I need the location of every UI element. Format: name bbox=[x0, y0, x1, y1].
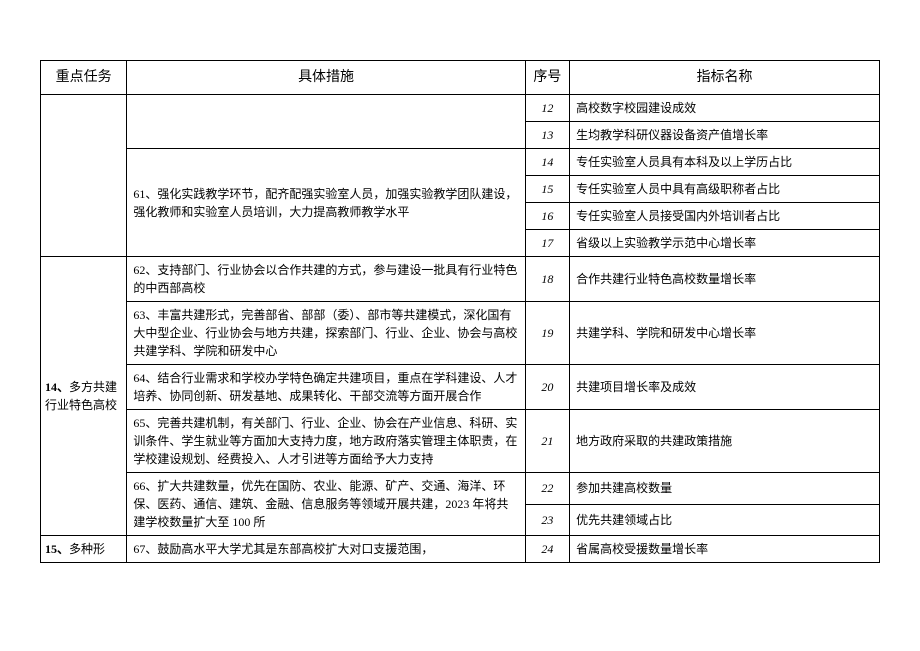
seq-cell: 19 bbox=[525, 302, 569, 365]
measure-cell: 62、支持部门、行业协会以合作共建的方式，参与建设一批具有行业特色的中西部高校 bbox=[127, 257, 525, 302]
table-row: 64、结合行业需求和学校办学特色确定共建项目，重点在学科建设、人才培养、协同创新… bbox=[41, 365, 880, 410]
indicator-cell: 共建项目增长率及成效 bbox=[570, 365, 880, 410]
indicator-cell: 专任实验室人员具有本科及以上学历占比 bbox=[570, 149, 880, 176]
header-seq: 序号 bbox=[525, 61, 569, 95]
table-header-row: 重点任务 具体措施 序号 指标名称 bbox=[41, 61, 880, 95]
seq-cell: 18 bbox=[525, 257, 569, 302]
task-cell-14: 14、多方共建行业特色高校 bbox=[41, 257, 127, 536]
indicator-cell: 共建学科、学院和研发中心增长率 bbox=[570, 302, 880, 365]
measure-cell: 66、扩大共建数量，优先在国防、农业、能源、矿产、交通、海洋、环保、医药、通信、… bbox=[127, 473, 525, 536]
table-row: 15、多种形 67、鼓励高水平大学尤其是东部高校扩大对口支援范围， 24 省属高… bbox=[41, 536, 880, 563]
seq-cell: 14 bbox=[525, 149, 569, 176]
indicator-cell: 地方政府采取的共建政策措施 bbox=[570, 410, 880, 473]
header-indicator: 指标名称 bbox=[570, 61, 880, 95]
task-label: 多种形 bbox=[69, 542, 105, 556]
seq-cell: 17 bbox=[525, 230, 569, 257]
indicator-cell: 高校数字校园建设成效 bbox=[570, 95, 880, 122]
task-num: 15、 bbox=[45, 542, 69, 556]
task-cell-blank bbox=[41, 95, 127, 257]
indicator-cell: 省级以上实验教学示范中心增长率 bbox=[570, 230, 880, 257]
indicator-cell: 专任实验室人员接受国内外培训者占比 bbox=[570, 203, 880, 230]
table-row: 12 高校数字校园建设成效 bbox=[41, 95, 880, 122]
indicator-cell: 生均教学科研仪器设备资产值增长率 bbox=[570, 122, 880, 149]
seq-cell: 22 bbox=[525, 473, 569, 505]
indicator-cell: 合作共建行业特色高校数量增长率 bbox=[570, 257, 880, 302]
measure-cell: 61、强化实践教学环节，配齐配强实验室人员，加强实验教学团队建设，强化教师和实验… bbox=[127, 149, 525, 257]
indicator-cell: 专任实验室人员中具有高级职称者占比 bbox=[570, 176, 880, 203]
seq-cell: 24 bbox=[525, 536, 569, 563]
header-task: 重点任务 bbox=[41, 61, 127, 95]
task-num: 14、 bbox=[45, 380, 69, 394]
table-row: 61、强化实践教学环节，配齐配强实验室人员，加强实验教学团队建设，强化教师和实验… bbox=[41, 149, 880, 176]
table-row: 14、多方共建行业特色高校 62、支持部门、行业协会以合作共建的方式，参与建设一… bbox=[41, 257, 880, 302]
seq-cell: 20 bbox=[525, 365, 569, 410]
measure-cell: 64、结合行业需求和学校办学特色确定共建项目，重点在学科建设、人才培养、协同创新… bbox=[127, 365, 525, 410]
seq-cell: 13 bbox=[525, 122, 569, 149]
seq-cell: 23 bbox=[525, 504, 569, 536]
measure-cell: 65、完善共建机制，有关部门、行业、企业、协会在产业信息、科研、实训条件、学生就… bbox=[127, 410, 525, 473]
policy-table: 重点任务 具体措施 序号 指标名称 12 高校数字校园建设成效 13 生均教学科… bbox=[40, 60, 880, 563]
task-cell-15: 15、多种形 bbox=[41, 536, 127, 563]
table-row: 66、扩大共建数量，优先在国防、农业、能源、矿产、交通、海洋、环保、医药、通信、… bbox=[41, 473, 880, 505]
table-row: 63、丰富共建形式，完善部省、部部（委）、部市等共建模式，深化国有大中型企业、行… bbox=[41, 302, 880, 365]
measure-cell: 67、鼓励高水平大学尤其是东部高校扩大对口支援范围， bbox=[127, 536, 525, 563]
measure-cell: 63、丰富共建形式，完善部省、部部（委）、部市等共建模式，深化国有大中型企业、行… bbox=[127, 302, 525, 365]
seq-cell: 21 bbox=[525, 410, 569, 473]
indicator-cell: 省属高校受援数量增长率 bbox=[570, 536, 880, 563]
indicator-cell: 参加共建高校数量 bbox=[570, 473, 880, 505]
seq-cell: 16 bbox=[525, 203, 569, 230]
measure-cell-blank bbox=[127, 95, 525, 149]
seq-cell: 12 bbox=[525, 95, 569, 122]
seq-cell: 15 bbox=[525, 176, 569, 203]
header-measure: 具体措施 bbox=[127, 61, 525, 95]
table-row: 65、完善共建机制，有关部门、行业、企业、协会在产业信息、科研、实训条件、学生就… bbox=[41, 410, 880, 473]
indicator-cell: 优先共建领域占比 bbox=[570, 504, 880, 536]
